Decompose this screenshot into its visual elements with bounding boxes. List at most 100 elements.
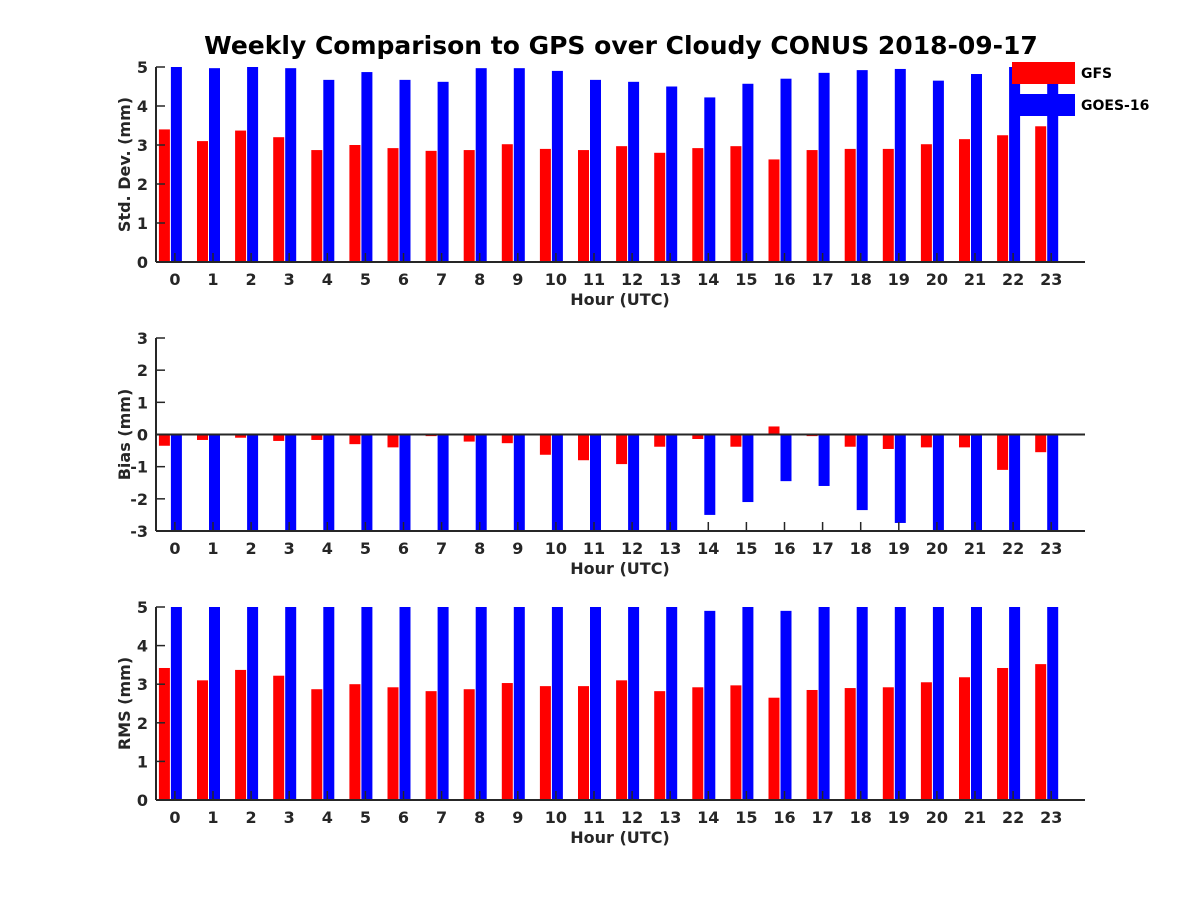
bar-gfs-hour-15: [730, 685, 742, 800]
bar-goes-16-hour-1: [209, 607, 220, 800]
bar-goes-16-hour-21: [971, 607, 982, 800]
bar-goes-16-hour-18: [856, 70, 868, 263]
x-tick-label: 9: [512, 270, 523, 289]
y-tick-label: 3: [137, 329, 148, 348]
bar-goes-16-hour-11: [590, 434, 601, 531]
bar-gfs-hour-19: [882, 434, 894, 449]
bar-gfs-hour-9: [501, 434, 513, 444]
x-tick-label: 17: [811, 270, 833, 289]
bar-gfs-hour-6: [387, 148, 399, 262]
x-tick-label: 22: [1002, 270, 1024, 289]
bar-goes-16-hour-12: [628, 434, 640, 531]
x-tick-label: 13: [659, 539, 681, 558]
bar-gfs-hour-2: [235, 669, 247, 800]
bar-gfs-hour-3: [273, 675, 285, 800]
x-tick-label: 15: [735, 539, 757, 558]
x-tick-label: 8: [474, 808, 485, 827]
x-tick-label: 6: [398, 270, 409, 289]
bar-gfs-hour-4: [311, 689, 323, 800]
x-tick-label: 17: [811, 808, 833, 827]
x-tick-label: 2: [246, 808, 257, 827]
x-axis-label: Hour (UTC): [570, 559, 670, 578]
bar-goes-16-hour-4: [323, 434, 335, 531]
bar-goes-16-hour-7: [437, 607, 449, 800]
bar-goes-16-hour-5: [361, 72, 373, 262]
x-tick-label: 21: [964, 270, 986, 289]
bar-gfs-hour-9: [501, 683, 513, 800]
x-tick-label: 1: [207, 808, 218, 827]
x-tick-label: 14: [697, 808, 719, 827]
x-tick-label: 22: [1002, 808, 1024, 827]
x-tick-label: 15: [735, 270, 757, 289]
bar-goes-16-hour-22: [1009, 434, 1021, 531]
bar-goes-16-hour-8: [475, 607, 487, 800]
bar-gfs-hour-18: [844, 688, 856, 800]
x-tick-label: 18: [850, 539, 872, 558]
x-tick-label: 5: [360, 539, 371, 558]
bar-goes-16-hour-3: [285, 607, 297, 800]
y-tick-label: 2: [137, 714, 148, 733]
bar-gfs-hour-2: [235, 130, 247, 262]
x-tick-label: 12: [621, 539, 643, 558]
bar-goes-16-hour-20: [932, 434, 944, 531]
bar-gfs-hour-8: [463, 150, 475, 262]
bar-goes-16-hour-22: [1009, 67, 1021, 262]
x-tick-label: 11: [583, 270, 605, 289]
bar-goes-16-hour-7: [437, 434, 449, 531]
bar-gfs-hour-19: [882, 687, 894, 800]
x-tick-label: 10: [545, 539, 567, 558]
x-tick-label: 16: [773, 270, 795, 289]
x-tick-label: 5: [360, 808, 371, 827]
bar-goes-16-hour-11: [590, 79, 601, 263]
x-tick-label: 4: [322, 270, 333, 289]
bar-goes-16-hour-9: [513, 607, 525, 800]
bar-gfs-hour-12: [616, 434, 628, 465]
bar-gfs-hour-5: [349, 434, 361, 445]
bar-goes-16-hour-20: [932, 80, 944, 263]
bar-gfs-hour-23: [1035, 664, 1047, 800]
bar-goes-16-hour-1: [209, 434, 220, 531]
x-tick-label: 3: [284, 808, 295, 827]
bar-goes-16-hour-12: [628, 607, 640, 800]
x-tick-label: 3: [284, 270, 295, 289]
bar-goes-16-hour-0: [170, 434, 182, 531]
legend-label-goes-16: GOES-16: [1081, 98, 1149, 114]
y-axis-label: Std. Dev. (mm): [115, 97, 134, 232]
bar-gfs-hour-7: [425, 691, 437, 800]
legend-swatch-goes-16: [1012, 94, 1075, 116]
y-tick-label: 0: [137, 253, 148, 272]
x-tick-label: 2: [246, 270, 257, 289]
y-tick-label: -2: [130, 490, 148, 509]
x-tick-label: 17: [811, 539, 833, 558]
bar-goes-16-hour-14: [704, 610, 716, 800]
x-tick-label: 7: [436, 808, 447, 827]
bar-gfs-hour-1: [197, 141, 208, 262]
bar-goes-16-hour-19: [894, 607, 906, 800]
x-tick-label: 0: [169, 270, 180, 289]
bar-goes-16-hour-16: [780, 610, 792, 800]
x-tick-label: 13: [659, 808, 681, 827]
x-tick-label: 4: [322, 808, 333, 827]
y-tick-label: 2: [137, 175, 148, 194]
x-tick-label: 23: [1040, 270, 1062, 289]
x-tick-label: 8: [474, 539, 485, 558]
x-tick-label: 5: [360, 270, 371, 289]
x-tick-label: 9: [512, 808, 523, 827]
x-tick-label: 11: [583, 539, 605, 558]
x-tick-label: 21: [964, 539, 986, 558]
bar-goes-16-hour-9: [513, 68, 525, 262]
bar-gfs-hour-4: [311, 150, 323, 262]
bar-goes-16-hour-3: [285, 68, 297, 262]
x-tick-label: 15: [735, 808, 757, 827]
bar-gfs-hour-21: [959, 139, 970, 262]
bar-gfs-hour-20: [920, 144, 932, 262]
bar-goes-16-hour-22: [1009, 607, 1021, 800]
x-tick-label: 16: [773, 808, 795, 827]
y-tick-label: 1: [137, 393, 148, 412]
bar-gfs-hour-0: [158, 434, 170, 446]
bar-gfs-hour-1: [197, 680, 208, 800]
bar-goes-16-hour-14: [704, 434, 716, 515]
bar-gfs-hour-1: [197, 434, 208, 440]
